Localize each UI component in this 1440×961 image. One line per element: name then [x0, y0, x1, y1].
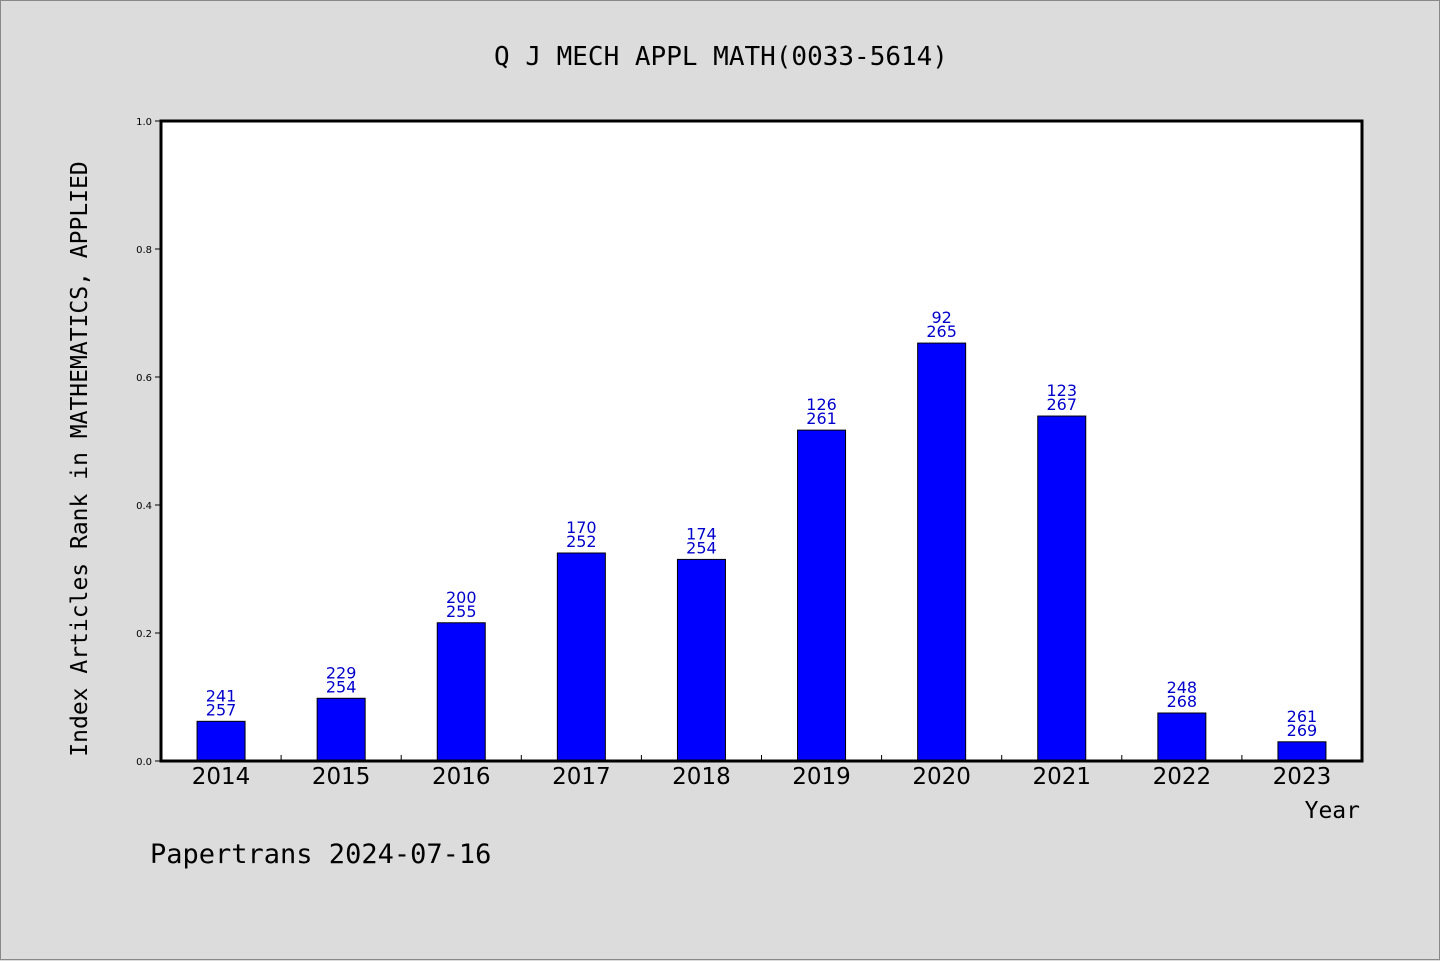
bar: [556, 552, 606, 762]
y-tick-label: 0.4: [136, 501, 152, 512]
x-tick-label: 2017: [552, 764, 611, 790]
y-tick-label: 0.8: [136, 245, 152, 256]
bar-label-rank: 229: [326, 663, 357, 682]
x-tick-label: 2015: [312, 764, 371, 790]
bar-label-rank: 241: [206, 686, 237, 705]
x-tick-label: 2022: [1153, 764, 1212, 790]
x-axis: 2014 2015 2016 2017 2018 2019 2020 2021 2022 2023: [192, 755, 1331, 790]
x-tick-label: 2014: [192, 764, 251, 790]
bar: [1157, 712, 1207, 762]
bar: [436, 622, 486, 762]
bar-label-total: 269: [1287, 721, 1318, 740]
y-tick-label: 0.2: [136, 629, 152, 640]
bar-label-total: 254: [686, 538, 717, 557]
x-tick-label: 2019: [792, 764, 851, 790]
bar-series: [196, 342, 1327, 762]
bar: [797, 429, 847, 762]
bar: [676, 558, 726, 762]
bar-label-total: 268: [1167, 692, 1198, 711]
bar-label-rank: 123: [1046, 381, 1077, 400]
bar-label-total: 257: [206, 700, 237, 719]
x-tick-label: 2018: [672, 764, 731, 790]
bar-label-rank: 200: [446, 588, 477, 607]
bar-label-total: 261: [806, 409, 837, 428]
bar: [316, 697, 366, 762]
bar-label-total: 254: [326, 677, 357, 696]
bar-label-rank: 174: [686, 524, 717, 543]
bar-label-rank: 248: [1167, 678, 1198, 697]
bar: [1277, 741, 1327, 762]
x-tick-label: 2021: [1032, 764, 1091, 790]
bar: [917, 342, 967, 762]
bar-label-rank: 170: [566, 518, 597, 537]
bar-label-total: 265: [926, 322, 957, 341]
x-tick-label: 2016: [432, 764, 491, 790]
plot-area: [161, 121, 1362, 761]
x-tick-label: 2020: [912, 764, 971, 790]
x-axis-label: Year: [1305, 798, 1360, 824]
bar-label-rank: 92: [931, 308, 951, 327]
y-axis-label: Index Articles Rank in MATHEMATICS, APPL…: [67, 161, 93, 756]
bar: [196, 720, 246, 762]
chart-title: Q J MECH APPL MATH(0033-5614): [494, 42, 948, 72]
bar-label-total: 255: [446, 602, 477, 621]
bar-label-rank: 261: [1287, 707, 1318, 726]
y-tick-label: 1.0: [136, 117, 152, 128]
y-tick-label: 0.6: [136, 373, 152, 384]
x-tick-label: 2023: [1273, 764, 1332, 790]
y-tick-label: 0.0: [136, 757, 152, 768]
bar-label-rank: 126: [806, 395, 837, 414]
footer-credit: Papertrans 2024-07-16: [150, 839, 491, 870]
bar-label-total: 252: [566, 532, 597, 551]
bar-label-total: 267: [1046, 395, 1077, 414]
plot-border: [159, 119, 1364, 763]
bar: [1037, 415, 1087, 762]
y-axis: 0.0 0.2 0.4 0.6 0.8 1.0: [136, 117, 161, 768]
